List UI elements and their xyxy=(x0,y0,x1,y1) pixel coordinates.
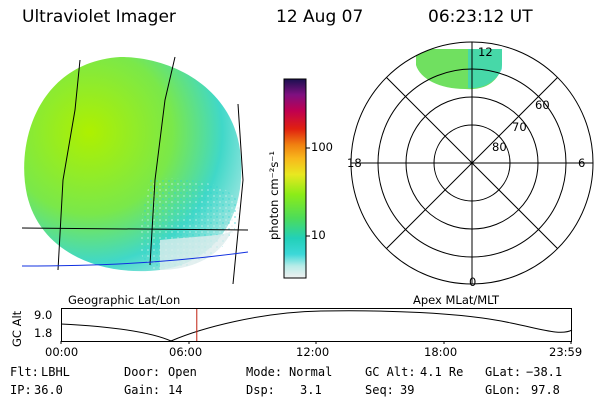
mlt-label-0: 0 xyxy=(469,275,477,289)
colorbar-tick-10: 10 xyxy=(311,228,326,242)
time-tick-1200: 12:00 xyxy=(296,345,330,359)
mlat-label-60: 60 xyxy=(535,98,550,112)
status-dsp-key: Dsp: xyxy=(246,383,275,397)
status-glon-value: 97.8 xyxy=(531,383,560,397)
status-gain-value: 14 xyxy=(168,383,183,397)
terminator-line xyxy=(21,251,249,267)
time-tick-0600: 06:00 xyxy=(169,345,203,359)
time-tick-2359: 23:59 xyxy=(549,345,583,359)
mlat-label-80: 80 xyxy=(492,140,507,154)
altitude-y-tick-low: 1.8 xyxy=(34,326,53,340)
status-gcalt-value: 4.1 Re xyxy=(420,365,464,379)
color-scale xyxy=(283,78,310,279)
date-label: 12 Aug 07 xyxy=(276,7,364,27)
altitude-curve xyxy=(60,310,573,342)
longitude-line xyxy=(57,59,81,271)
right-panel-caption: Apex MLat/MLT xyxy=(413,293,500,307)
status-door-value: Open xyxy=(168,365,197,379)
status-dsp-value: 3.1 xyxy=(300,383,322,397)
polar-plot xyxy=(350,41,594,285)
time-tick-1800: 18:00 xyxy=(424,345,458,359)
time-label: 06:23:12 UT xyxy=(428,7,533,27)
geographic-image xyxy=(21,56,249,285)
status-ip-key: IP: xyxy=(10,383,32,397)
colorbar-tick-100: 100 xyxy=(311,140,333,154)
left-panel-caption: Geographic Lat/Lon xyxy=(68,293,181,307)
mlt-label-6: 6 xyxy=(578,156,586,170)
status-gain-key: Gain: xyxy=(124,383,161,397)
status-glat-key: GLat: xyxy=(485,365,522,379)
latitude-line xyxy=(21,227,249,231)
longitude-line xyxy=(232,103,244,285)
status-door-key: Door: xyxy=(124,365,161,379)
status-mode-value: Normal xyxy=(289,365,333,379)
status-flt-value: LBHL xyxy=(41,365,70,379)
mlt-label-18: 18 xyxy=(347,156,362,170)
instrument-title: Ultraviolet Imager xyxy=(22,7,176,27)
altitude-plot-frame xyxy=(61,308,572,342)
status-seq-key: Seq: xyxy=(365,383,394,397)
mlat-label-70: 70 xyxy=(512,120,527,134)
status-mode-key: Mode: xyxy=(246,365,283,379)
time-tick-0000: 00:00 xyxy=(45,345,79,359)
altitude-y-tick-high: 9.0 xyxy=(34,308,53,322)
status-flt-key: Flt: xyxy=(10,365,39,379)
mlt-label-12: 12 xyxy=(478,45,493,59)
altitude-axis-label: GC Alt xyxy=(10,310,24,347)
altitude-plot xyxy=(60,308,573,344)
status-gcalt-key: GC Alt: xyxy=(365,365,416,379)
colorbar-unit-label: photon cm⁻²s⁻¹ xyxy=(267,151,281,240)
status-glat-value: −38.1 xyxy=(526,365,563,379)
status-glon-key: GLon: xyxy=(485,383,522,397)
status-seq-value: 39 xyxy=(400,383,415,397)
longitude-line xyxy=(149,56,176,266)
status-ip-value: 36.0 xyxy=(34,383,63,397)
